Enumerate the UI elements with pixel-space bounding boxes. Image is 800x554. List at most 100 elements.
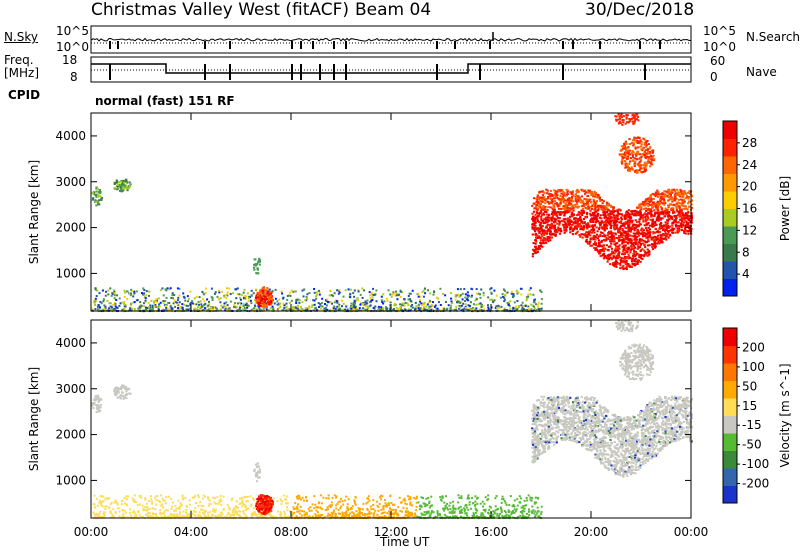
power-cell: [611, 237, 614, 240]
power-cell: [646, 148, 649, 151]
power-cell: [423, 303, 426, 306]
power-cell: [113, 181, 116, 184]
power-cell: [625, 142, 628, 145]
power-cell: [617, 247, 620, 249]
power-cell: [633, 163, 636, 166]
power-cell: [670, 209, 673, 211]
power-cell: [629, 215, 632, 218]
power-cell: [640, 208, 643, 211]
power-cell: [395, 306, 398, 309]
freq-line: [91, 63, 691, 74]
power-cell: [242, 304, 245, 307]
power-cell: [536, 194, 539, 197]
power-cell: [636, 232, 639, 235]
power-cell: [598, 226, 601, 229]
power-cell: [622, 119, 625, 122]
power-cell: [618, 247, 621, 250]
power-cell: [407, 295, 410, 297]
power-cell: [224, 307, 227, 310]
velocity-cell: [484, 496, 487, 499]
power-cell: [649, 236, 652, 239]
velocity-cell: [235, 506, 238, 509]
power-cell: [535, 236, 538, 239]
power-cell: [635, 113, 638, 116]
power-cell: [620, 213, 623, 216]
power-cell: [649, 154, 652, 157]
power-cell: [560, 192, 563, 195]
power-cell: [545, 231, 548, 234]
power-cell: [553, 206, 556, 209]
power-cell: [571, 233, 574, 236]
power-cell: [503, 307, 506, 310]
power-cell: [605, 237, 608, 239]
power-cell: [100, 198, 103, 201]
power-cell: [627, 263, 630, 265]
power-cell: [414, 301, 417, 304]
velocity-cell: [344, 516, 347, 519]
power-cell: [421, 291, 424, 293]
power-cell: [475, 298, 478, 301]
power-cell: [563, 231, 566, 234]
power-cell: [542, 237, 546, 239]
power-cell: [506, 291, 509, 294]
power-cell: [668, 211, 671, 213]
power-cell: [669, 198, 672, 201]
power-cell: [658, 241, 661, 244]
power-cell: [602, 227, 605, 230]
power-cell: [361, 296, 364, 299]
power-cell: [569, 231, 572, 234]
power-cell: [538, 203, 541, 206]
power-cell: [647, 226, 650, 229]
power-cell: [685, 220, 688, 223]
velocity-cell: [170, 512, 173, 515]
power-cell: [639, 213, 642, 216]
power-cell: [280, 290, 283, 293]
velocity-cell: [518, 495, 521, 498]
power-cell: [403, 304, 406, 307]
power-cell: [659, 218, 662, 221]
power-cell: [642, 147, 645, 150]
power-cell: [447, 304, 450, 307]
power-cell: [305, 307, 308, 309]
power-cell: [620, 242, 624, 245]
power-cell: [654, 194, 657, 197]
power-cell: [122, 189, 125, 192]
power-cell: [600, 241, 603, 243]
power-cell: [173, 299, 176, 302]
power-cell: [554, 200, 557, 203]
power-cell: [182, 308, 184, 311]
power-cell: [537, 197, 540, 200]
power-cell: [386, 299, 389, 302]
power-cell: [667, 188, 670, 191]
power-cell: [585, 191, 588, 194]
velocity-cell: [111, 513, 114, 516]
power-cell: [583, 190, 586, 193]
power-cell: [606, 255, 609, 258]
power-cell: [344, 308, 347, 311]
power-cell: [349, 293, 352, 296]
power-cell: [647, 158, 650, 161]
power-cell: [655, 207, 658, 210]
power-cell: [566, 189, 570, 192]
power-cell: [620, 148, 623, 151]
power-cell: [132, 295, 135, 298]
power-cell: [669, 234, 672, 237]
power-cell: [435, 296, 438, 299]
power-cell: [681, 229, 684, 232]
velocity-cell: [471, 496, 473, 499]
power-cell: [660, 196, 663, 199]
power-cell: [537, 308, 540, 311]
power-cell: [651, 150, 655, 153]
power-cell: [411, 304, 414, 306]
power-cell: [336, 308, 339, 311]
power-cell: [648, 235, 651, 237]
velocity-cell: [369, 505, 372, 508]
power-cell: [372, 287, 374, 290]
power-cell: [610, 225, 613, 227]
power-cell: [157, 308, 160, 311]
power-cell: [592, 218, 595, 221]
power-cell: [636, 247, 639, 250]
power-cell: [520, 287, 523, 290]
power-cell: [545, 218, 548, 221]
power-cell: [640, 254, 643, 257]
